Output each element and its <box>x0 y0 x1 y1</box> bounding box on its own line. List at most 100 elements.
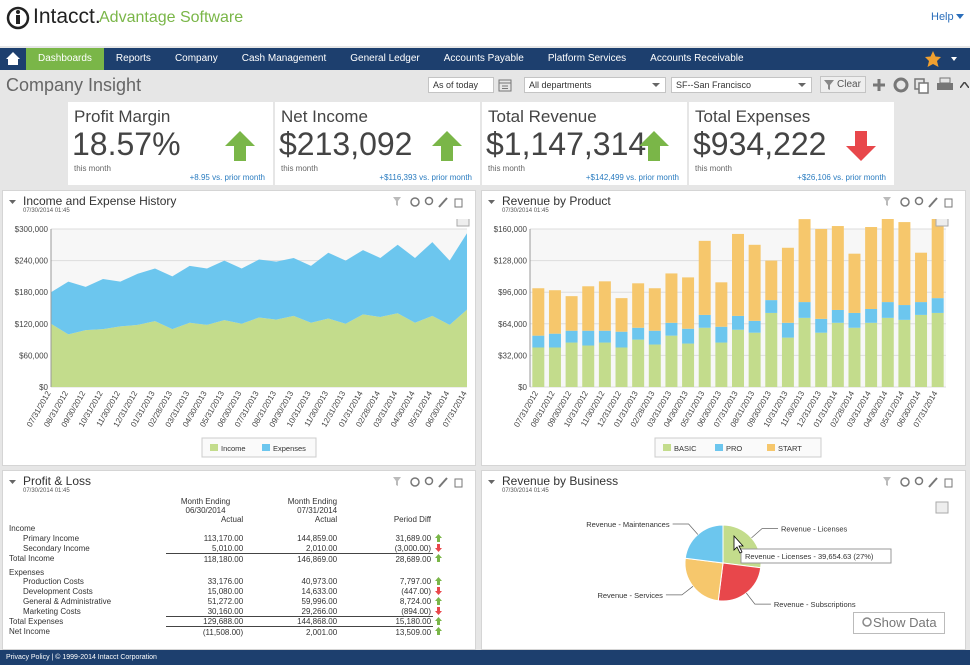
bar <box>898 305 911 320</box>
kpi-card: Net Income $213,092 this month +$116,393 vs… <box>275 102 480 185</box>
arrow <box>435 533 443 542</box>
toolbar-icons[interactable] <box>870 75 960 95</box>
cell: 33,176.00 <box>207 577 244 587</box>
cell: 14,633.00 <box>301 587 338 597</box>
bar <box>665 335 678 387</box>
table-row: Production Costs 33,176.00 40,973.00 7,797.… <box>7 576 447 587</box>
legend-box <box>654 437 822 458</box>
department-select[interactable]: All departments <box>524 77 666 93</box>
kpi-period: this month <box>695 164 732 173</box>
legend-label: Income <box>221 444 246 453</box>
bar <box>848 312 861 328</box>
cell: 15,180.00 <box>339 616 434 627</box>
arrow <box>435 596 443 605</box>
trend-cell <box>433 533 447 544</box>
tooltip: Revenue - Licenses - 39,654.63 (27%) <box>745 552 874 561</box>
page-title: Company Insight <box>6 75 142 95</box>
home-icon[interactable] <box>5 51 21 66</box>
show-data-button[interactable]: Show Data <box>853 612 945 634</box>
icon <box>438 477 448 488</box>
kpi-period: this month <box>281 164 318 173</box>
favorites-icon[interactable] <box>924 50 964 68</box>
nav-item[interactable]: Dashboards <box>26 48 104 70</box>
bar <box>831 309 844 323</box>
icon <box>488 200 495 204</box>
header-text: Month Ending <box>287 497 338 506</box>
bar <box>732 329 744 387</box>
bar <box>732 315 744 330</box>
cell: 15,080.00 <box>207 587 244 597</box>
bar <box>898 319 911 387</box>
kpi-title: Total Revenue <box>488 107 597 126</box>
nav-item[interactable]: Cash Management <box>241 53 327 64</box>
panel-tools[interactable] <box>391 195 471 209</box>
y-tick-label: $300,000 <box>15 225 49 234</box>
nav-item[interactable]: General Ledger <box>350 53 420 64</box>
column-header: Period Diff <box>339 497 433 524</box>
trend-arrow <box>435 586 443 595</box>
date-select[interactable]: As of today <box>428 77 494 93</box>
bar <box>698 327 711 387</box>
nav-item[interactable]: Platform Services <box>547 53 627 64</box>
table-row: Total Expenses 129,688.00 144,868.00 15,180… <box>7 616 447 627</box>
y-tick-label: $120,000 <box>15 320 49 329</box>
cursor <box>733 534 744 554</box>
arrow <box>435 543 443 552</box>
nav-item[interactable]: Company <box>174 53 218 64</box>
table-row: General & Administrative 51,272.00 59,996.… <box>7 596 447 607</box>
row-label: Net Income <box>9 627 50 637</box>
cell: 30,160.00 <box>207 607 244 617</box>
bar <box>798 219 811 303</box>
icon <box>456 219 470 227</box>
icon <box>944 198 953 208</box>
icon <box>454 478 463 488</box>
arrow <box>435 616 443 625</box>
bar <box>715 326 728 343</box>
panel-title: Income and Expense History <box>23 194 177 208</box>
legend-box <box>201 437 317 458</box>
icon <box>914 196 924 206</box>
legend-swatch <box>767 444 775 451</box>
bar <box>748 332 761 387</box>
row-label: Expenses <box>9 567 45 577</box>
icon <box>914 476 924 486</box>
cell: 118,180.00 <box>165 553 246 564</box>
cell: 113,170.00 <box>203 534 244 544</box>
cell: (894.00) <box>401 607 432 617</box>
legend-swatch <box>210 444 218 451</box>
bar <box>815 318 828 333</box>
help-caret <box>956 14 964 19</box>
trend-arrow <box>225 131 255 161</box>
area <box>51 233 467 335</box>
help-link[interactable]: Help <box>931 11 954 23</box>
row-label: Development Costs <box>23 587 93 597</box>
trend-arrow <box>435 543 443 552</box>
kpi-period: this month <box>74 164 111 173</box>
collapse-toggle <box>488 480 495 484</box>
panel-tools[interactable] <box>881 195 961 209</box>
bar <box>565 330 578 343</box>
location-select[interactable]: SF--San Francisco <box>671 77 812 93</box>
nav-item[interactable]: Reports <box>115 53 151 64</box>
scroll-arrow[interactable] <box>960 82 969 88</box>
y-tick-label: $0 <box>39 383 48 392</box>
calendar-icon[interactable] <box>498 78 512 92</box>
trend-cell <box>433 576 447 587</box>
trend-arrow <box>846 131 876 161</box>
pie-label: Revenue - Licenses <box>781 525 848 534</box>
panel-tools[interactable] <box>391 475 471 489</box>
legend-swatch <box>262 444 270 451</box>
bar <box>831 226 844 310</box>
arrow <box>435 586 443 595</box>
collapse-toggle <box>9 480 16 484</box>
cell: 8,724.00 <box>399 597 432 607</box>
icon <box>883 197 891 206</box>
nav-item[interactable]: Accounts Receivable <box>650 53 744 64</box>
legend-label: PRO <box>726 444 742 453</box>
panel-tools[interactable] <box>881 475 961 489</box>
cell: (3,000.00) <box>394 544 432 554</box>
logo: Intacct. <box>33 5 101 28</box>
nav-item[interactable]: Accounts Payable <box>443 53 524 64</box>
trend-arrow <box>435 596 443 605</box>
